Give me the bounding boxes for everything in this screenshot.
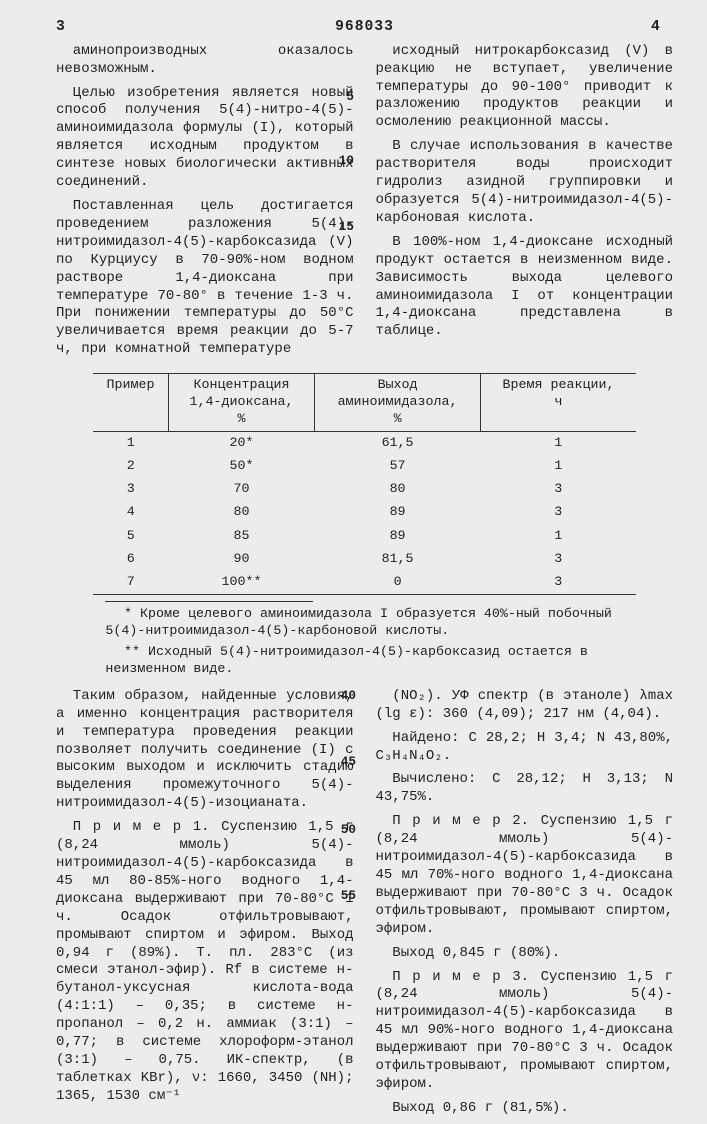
- page-num-left: 3: [56, 18, 78, 37]
- table-cell: 57: [315, 455, 481, 478]
- line-num-10: 10: [336, 153, 354, 169]
- table-cell: 85: [169, 525, 315, 548]
- table-row: 250*571: [93, 455, 636, 478]
- col-left: Таким образом, найденные условия, а имен…: [56, 688, 354, 1124]
- col-3: аминопроизводных оказалось невозможным. …: [56, 43, 354, 365]
- table-row: 7100**03: [93, 571, 636, 595]
- table-cell: 1: [481, 455, 636, 478]
- table-cell: 3: [481, 571, 636, 595]
- table-cell: 4: [93, 501, 169, 524]
- body-text: Вычислено: C 28,12; H 3,13; N 43,75%.: [376, 771, 674, 807]
- footnote: ** Исходный 5(4)-нитроимидазол-4(5)-карб…: [105, 644, 623, 678]
- table-cell: 1: [481, 432, 636, 456]
- body-text: исходный нитрокарбоксазид (V) в реакцию …: [376, 43, 674, 133]
- line-num-15: 15: [336, 219, 354, 235]
- table-header: Концентрация1,4-диоксана,%: [169, 374, 315, 432]
- body-text: Найдено: C 28,2; H 3,4; N 43,80%, C₃H₄N₄…: [376, 730, 674, 766]
- table-footnotes: * Кроме целевого аминоимидазола I образу…: [105, 601, 623, 678]
- bottom-columns: Таким образом, найденные условия, а имен…: [56, 688, 673, 1124]
- top-columns: аминопроизводных оказалось невозможным. …: [56, 43, 673, 365]
- table-cell: 100**: [169, 571, 315, 595]
- table-row: 370803: [93, 478, 636, 501]
- table-row: 120*61,51: [93, 432, 636, 456]
- data-table: Пример Концентрация1,4-диоксана,% Выхода…: [93, 373, 636, 594]
- table-cell: 70: [169, 478, 315, 501]
- table-cell: 2: [93, 455, 169, 478]
- line-num-40: 40: [338, 688, 356, 704]
- body-text: Выход 0,845 г (80%).: [376, 945, 674, 963]
- table-cell: 7: [93, 571, 169, 595]
- line-num-5: 5: [336, 89, 354, 105]
- line-num-55: 55: [338, 888, 356, 904]
- table-cell: 0: [315, 571, 481, 595]
- table-cell: 89: [315, 501, 481, 524]
- table-row: 69081,53: [93, 548, 636, 571]
- table-cell: 50*: [169, 455, 315, 478]
- table-header: Время реакции,ч: [481, 374, 636, 432]
- page-num-right: 4: [651, 18, 673, 37]
- table-cell: 3: [481, 548, 636, 571]
- body-text: В случае использования в качестве раство…: [376, 138, 674, 228]
- doc-number: 968033: [78, 18, 651, 37]
- table-header: Пример: [93, 374, 169, 432]
- table-row: 480893: [93, 501, 636, 524]
- table-cell: 20*: [169, 432, 315, 456]
- table-cell: 90: [169, 548, 315, 571]
- body-text: П р и м е р 2. Суспензию 1,5 г (8,24 ммо…: [376, 813, 674, 938]
- body-text: аминопроизводных оказалось невозможным.: [56, 43, 354, 79]
- body-text: Поставленная цель достигается проведение…: [56, 198, 354, 359]
- table-cell: 1: [481, 525, 636, 548]
- table-cell: 3: [93, 478, 169, 501]
- body-text: Целью изобретения является новый способ …: [56, 85, 354, 192]
- table-cell: 1: [93, 432, 169, 456]
- table-row: 585891: [93, 525, 636, 548]
- table-header: Выходаминоимидазола,%: [315, 374, 481, 432]
- footnote: * Кроме целевого аминоимидазола I образу…: [105, 606, 623, 640]
- body-text: П р и м е р 1. Суспензию 1,5 г (8,24 ммо…: [56, 819, 354, 1106]
- table-cell: 3: [481, 478, 636, 501]
- body-text: (NO₂). УФ спектр (в этаноле) λmax (lg ε)…: [376, 688, 674, 724]
- table-cell: 80: [169, 501, 315, 524]
- table-cell: 61,5: [315, 432, 481, 456]
- line-num-50: 50: [338, 822, 356, 838]
- table-cell: 89: [315, 525, 481, 548]
- line-num-45: 45: [338, 754, 356, 770]
- page-header: 3 968033 4: [56, 18, 673, 37]
- body-text: Таким образом, найденные условия, а имен…: [56, 688, 354, 813]
- body-text: П р и м е р 3. Суспензию 1,5 г (8,24 ммо…: [376, 969, 674, 1094]
- col-right: (NO₂). УФ спектр (в этаноле) λmax (lg ε)…: [376, 688, 674, 1124]
- col-4: исходный нитрокарбоксазид (V) в реакцию …: [376, 43, 674, 365]
- table-cell: 6: [93, 548, 169, 571]
- body-text: Выход 0,86 г (81,5%).: [376, 1100, 674, 1118]
- body-text: В 100%-ном 1,4-диоксане исходный продукт…: [376, 234, 674, 341]
- table-cell: 81,5: [315, 548, 481, 571]
- table-cell: 5: [93, 525, 169, 548]
- table-cell: 80: [315, 478, 481, 501]
- table-cell: 3: [481, 501, 636, 524]
